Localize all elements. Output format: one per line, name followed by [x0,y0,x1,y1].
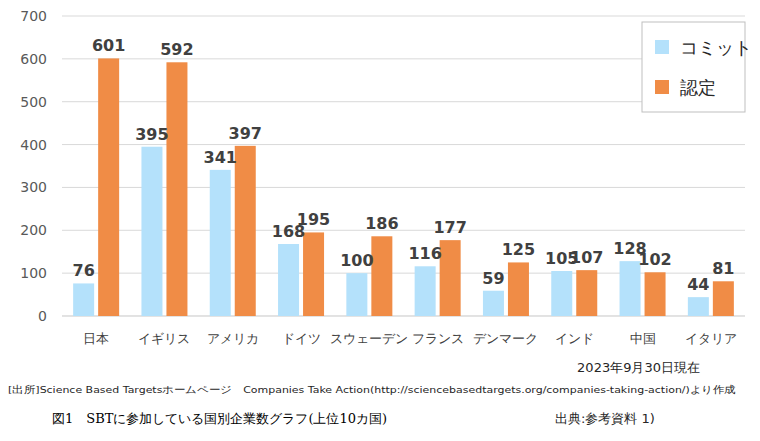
bar [210,170,231,316]
legend-swatch [655,80,669,94]
x-tick-label: イギリス [138,331,190,346]
x-tick-label: フランス [412,331,464,346]
data-label: 177 [433,218,466,237]
data-label: 397 [229,124,262,143]
bar [713,281,734,316]
legend-swatch [655,40,669,54]
data-label: 116 [408,244,441,263]
data-label: 125 [502,240,535,259]
annotation: 出典:参考資料 1) [555,411,655,426]
y-tick-label: 400 [20,137,47,153]
data-label: 81 [712,259,734,278]
bar [303,232,324,316]
x-tick-label: インド [555,331,594,346]
legend-box [642,22,745,112]
data-label: 44 [687,275,709,294]
legend-label: 認定 [680,77,716,98]
bar [166,62,187,316]
bar [278,244,299,316]
bar [98,58,119,316]
bar [141,147,162,316]
data-label: 601 [92,36,125,55]
legend-label: コミット [680,37,752,58]
x-tick-label: 中国 [630,331,656,346]
data-label: 592 [160,40,193,59]
bar [73,283,94,316]
bar [415,266,436,316]
bar [688,297,709,316]
y-tick-label: 200 [20,222,47,238]
bar [576,270,597,316]
data-label: 100 [340,251,373,270]
y-tick-label: 100 [20,265,47,281]
chart-root: 0 100 200 300 400 500 600 700 76 601 395 592 341 397 1… [0,0,760,441]
bars [73,58,734,316]
data-label: 186 [365,214,398,233]
data-label: 107 [570,248,603,267]
legend: コミット認定 [642,22,752,112]
chart: 0 100 200 300 400 500 600 700 76 601 395 592 341 397 1… [0,0,760,441]
y-tick-label: 700 [20,8,47,24]
title: 図1 SBTに参加している国別企業数グラフ(上位10カ国) [52,411,387,426]
grid-line [62,16,745,17]
bar [440,240,461,316]
bar [371,236,392,316]
x-tick-label: 日本 [83,331,109,346]
bar [620,261,641,316]
data-label: 395 [135,125,168,144]
x-tick-label: ドイツ [282,331,321,346]
y-tick-label: 0 [38,308,47,324]
x-tick-label: スウェーデン [330,331,408,346]
x-tick-label: デンマーク [473,331,538,346]
grid-line [62,230,745,231]
bar [346,273,367,316]
bar [483,291,504,316]
grid-line [62,144,745,145]
y-tick-label: 500 [20,94,47,110]
data-label: 102 [638,250,671,269]
data-label: 76 [73,261,95,280]
bar [235,146,256,316]
x-axis-line [62,316,745,317]
grid-line [62,316,745,317]
annotation: 2023年9月30日現在 [577,360,700,375]
data-label: 341 [204,148,237,167]
grid [62,16,745,316]
y-tick-label: 600 [20,51,47,67]
bar [508,262,529,316]
x-tick-label: アメリカ [207,331,259,346]
grid-line [62,187,745,188]
data-label: 195 [297,210,330,229]
bar [551,271,572,316]
bar [645,272,666,316]
x-tick-label: イタリア [685,331,737,346]
data-label: 59 [482,269,504,288]
data-labels: 7660139559234139716819510018611617759125… [73,36,735,294]
annotation: [出所]Science Based Targetsホームページ Companie… [8,384,736,395]
y-tick-label: 300 [20,179,47,195]
grid-line [62,273,745,274]
